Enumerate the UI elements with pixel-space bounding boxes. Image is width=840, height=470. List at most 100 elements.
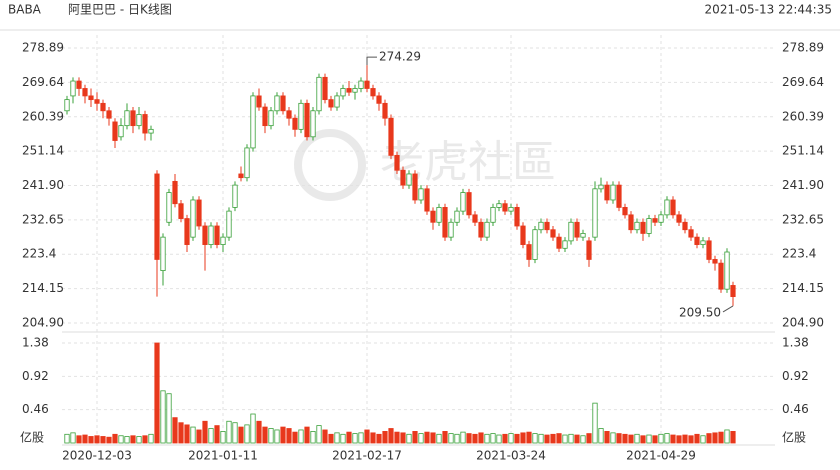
candle-body: [118, 125, 124, 138]
y-tick-label-right: 251.14: [782, 144, 824, 158]
volume-bar: [730, 431, 736, 444]
candle-body: [688, 229, 694, 238]
volume-bar: [646, 434, 652, 444]
volume-bar: [454, 433, 460, 444]
candle-body: [424, 188, 430, 212]
volume-bar: [364, 429, 370, 444]
timestamp: 2021-05-13 22:44:35: [705, 3, 832, 17]
volume-bar: [622, 433, 628, 444]
volume-bar: [202, 420, 208, 444]
candle-body: [346, 88, 352, 93]
y-tick-label-right: 223.4: [782, 247, 816, 261]
watermark-text: 老虎社區: [380, 137, 556, 188]
candle-body: [160, 236, 166, 271]
volume-bar: [610, 432, 616, 444]
candle-body: [550, 229, 556, 238]
volume-bar: [244, 424, 250, 444]
candle-body: [304, 102, 310, 138]
volume-bar: [700, 435, 706, 444]
candle-body: [412, 173, 418, 201]
volume-bar: [406, 433, 412, 444]
volume-bar: [370, 432, 376, 444]
volume-bar: [586, 433, 592, 444]
volume-tick-label-left: 1.38: [22, 336, 49, 350]
y-tick-label-left: 269.64: [22, 75, 64, 89]
x-tick-label: 2021-04-29: [626, 449, 696, 463]
volume-bar: [286, 428, 292, 444]
candle-body: [604, 184, 610, 201]
volume-bar: [658, 433, 664, 444]
candle-body: [454, 210, 460, 223]
candle-body: [82, 88, 88, 97]
volume-bar: [400, 432, 406, 444]
candle-body: [466, 192, 472, 216]
volume-bar: [418, 433, 424, 444]
volume-bar: [538, 433, 544, 444]
volume-bar: [634, 433, 640, 444]
candle-body: [274, 95, 280, 112]
candle-body: [718, 262, 724, 290]
candle-body: [280, 95, 286, 112]
volume-bar: [124, 436, 130, 444]
volume-bar: [130, 435, 136, 444]
y-tick-label-left: 260.39: [22, 109, 64, 123]
candle-body: [88, 95, 94, 101]
volume-bar: [520, 432, 526, 444]
volume-bar: [190, 426, 196, 444]
volume-bar: [670, 434, 676, 444]
candle-body: [622, 207, 628, 216]
candle-body: [712, 259, 718, 264]
candle-body: [520, 225, 526, 245]
volume-bar: [310, 431, 316, 444]
y-tick-label-right: 269.64: [782, 75, 824, 89]
candle-body: [190, 199, 196, 238]
y-tick-label-left: 204.90: [22, 316, 64, 330]
volume-bar: [292, 431, 298, 444]
volume-bar: [412, 431, 418, 444]
volume-bar: [154, 342, 160, 444]
volume-bar: [394, 431, 400, 444]
candle-body: [502, 203, 508, 212]
candle-body: [514, 207, 520, 227]
volume-bar: [106, 436, 112, 444]
candle-body: [442, 207, 448, 238]
volume-bar: [706, 433, 712, 444]
candle-body: [670, 199, 676, 216]
volume-bar: [376, 433, 382, 444]
high-pointer: [366, 56, 377, 66]
x-tick-label: 2021-01-11: [188, 449, 258, 463]
candle-body: [532, 229, 538, 260]
volume-tick-label-left: 0.46: [22, 402, 49, 416]
volume-bar: [496, 434, 502, 444]
volume-bar: [274, 429, 280, 444]
candle-body: [64, 99, 70, 112]
candle-body: [340, 88, 346, 97]
volume-bar: [592, 402, 598, 444]
volume-bar: [568, 433, 574, 444]
volume-bar: [166, 393, 172, 444]
volume-tick-label-right: 0.92: [782, 369, 809, 383]
low-pointer: [722, 305, 734, 313]
candle-body: [538, 221, 544, 231]
candle-body: [526, 244, 532, 260]
volume-bar: [508, 433, 514, 444]
candle-body: [724, 251, 730, 290]
volume-bar: [334, 432, 340, 444]
volume-bar: [250, 413, 256, 444]
candle-body: [70, 80, 76, 97]
candle-body: [676, 214, 682, 223]
candle-body: [586, 240, 592, 260]
y-tick-label-left: 241.90: [22, 178, 64, 192]
volume-bar: [220, 431, 226, 444]
volume-bar: [448, 433, 454, 444]
candle-body: [358, 80, 364, 89]
candle-body: [286, 110, 292, 119]
candle-body: [94, 99, 100, 104]
volume-bar: [688, 435, 694, 444]
candle-body: [664, 199, 670, 216]
candle-body: [148, 128, 154, 134]
candle-body: [568, 221, 574, 242]
candle-body: [472, 214, 478, 223]
candle-body: [196, 199, 202, 227]
